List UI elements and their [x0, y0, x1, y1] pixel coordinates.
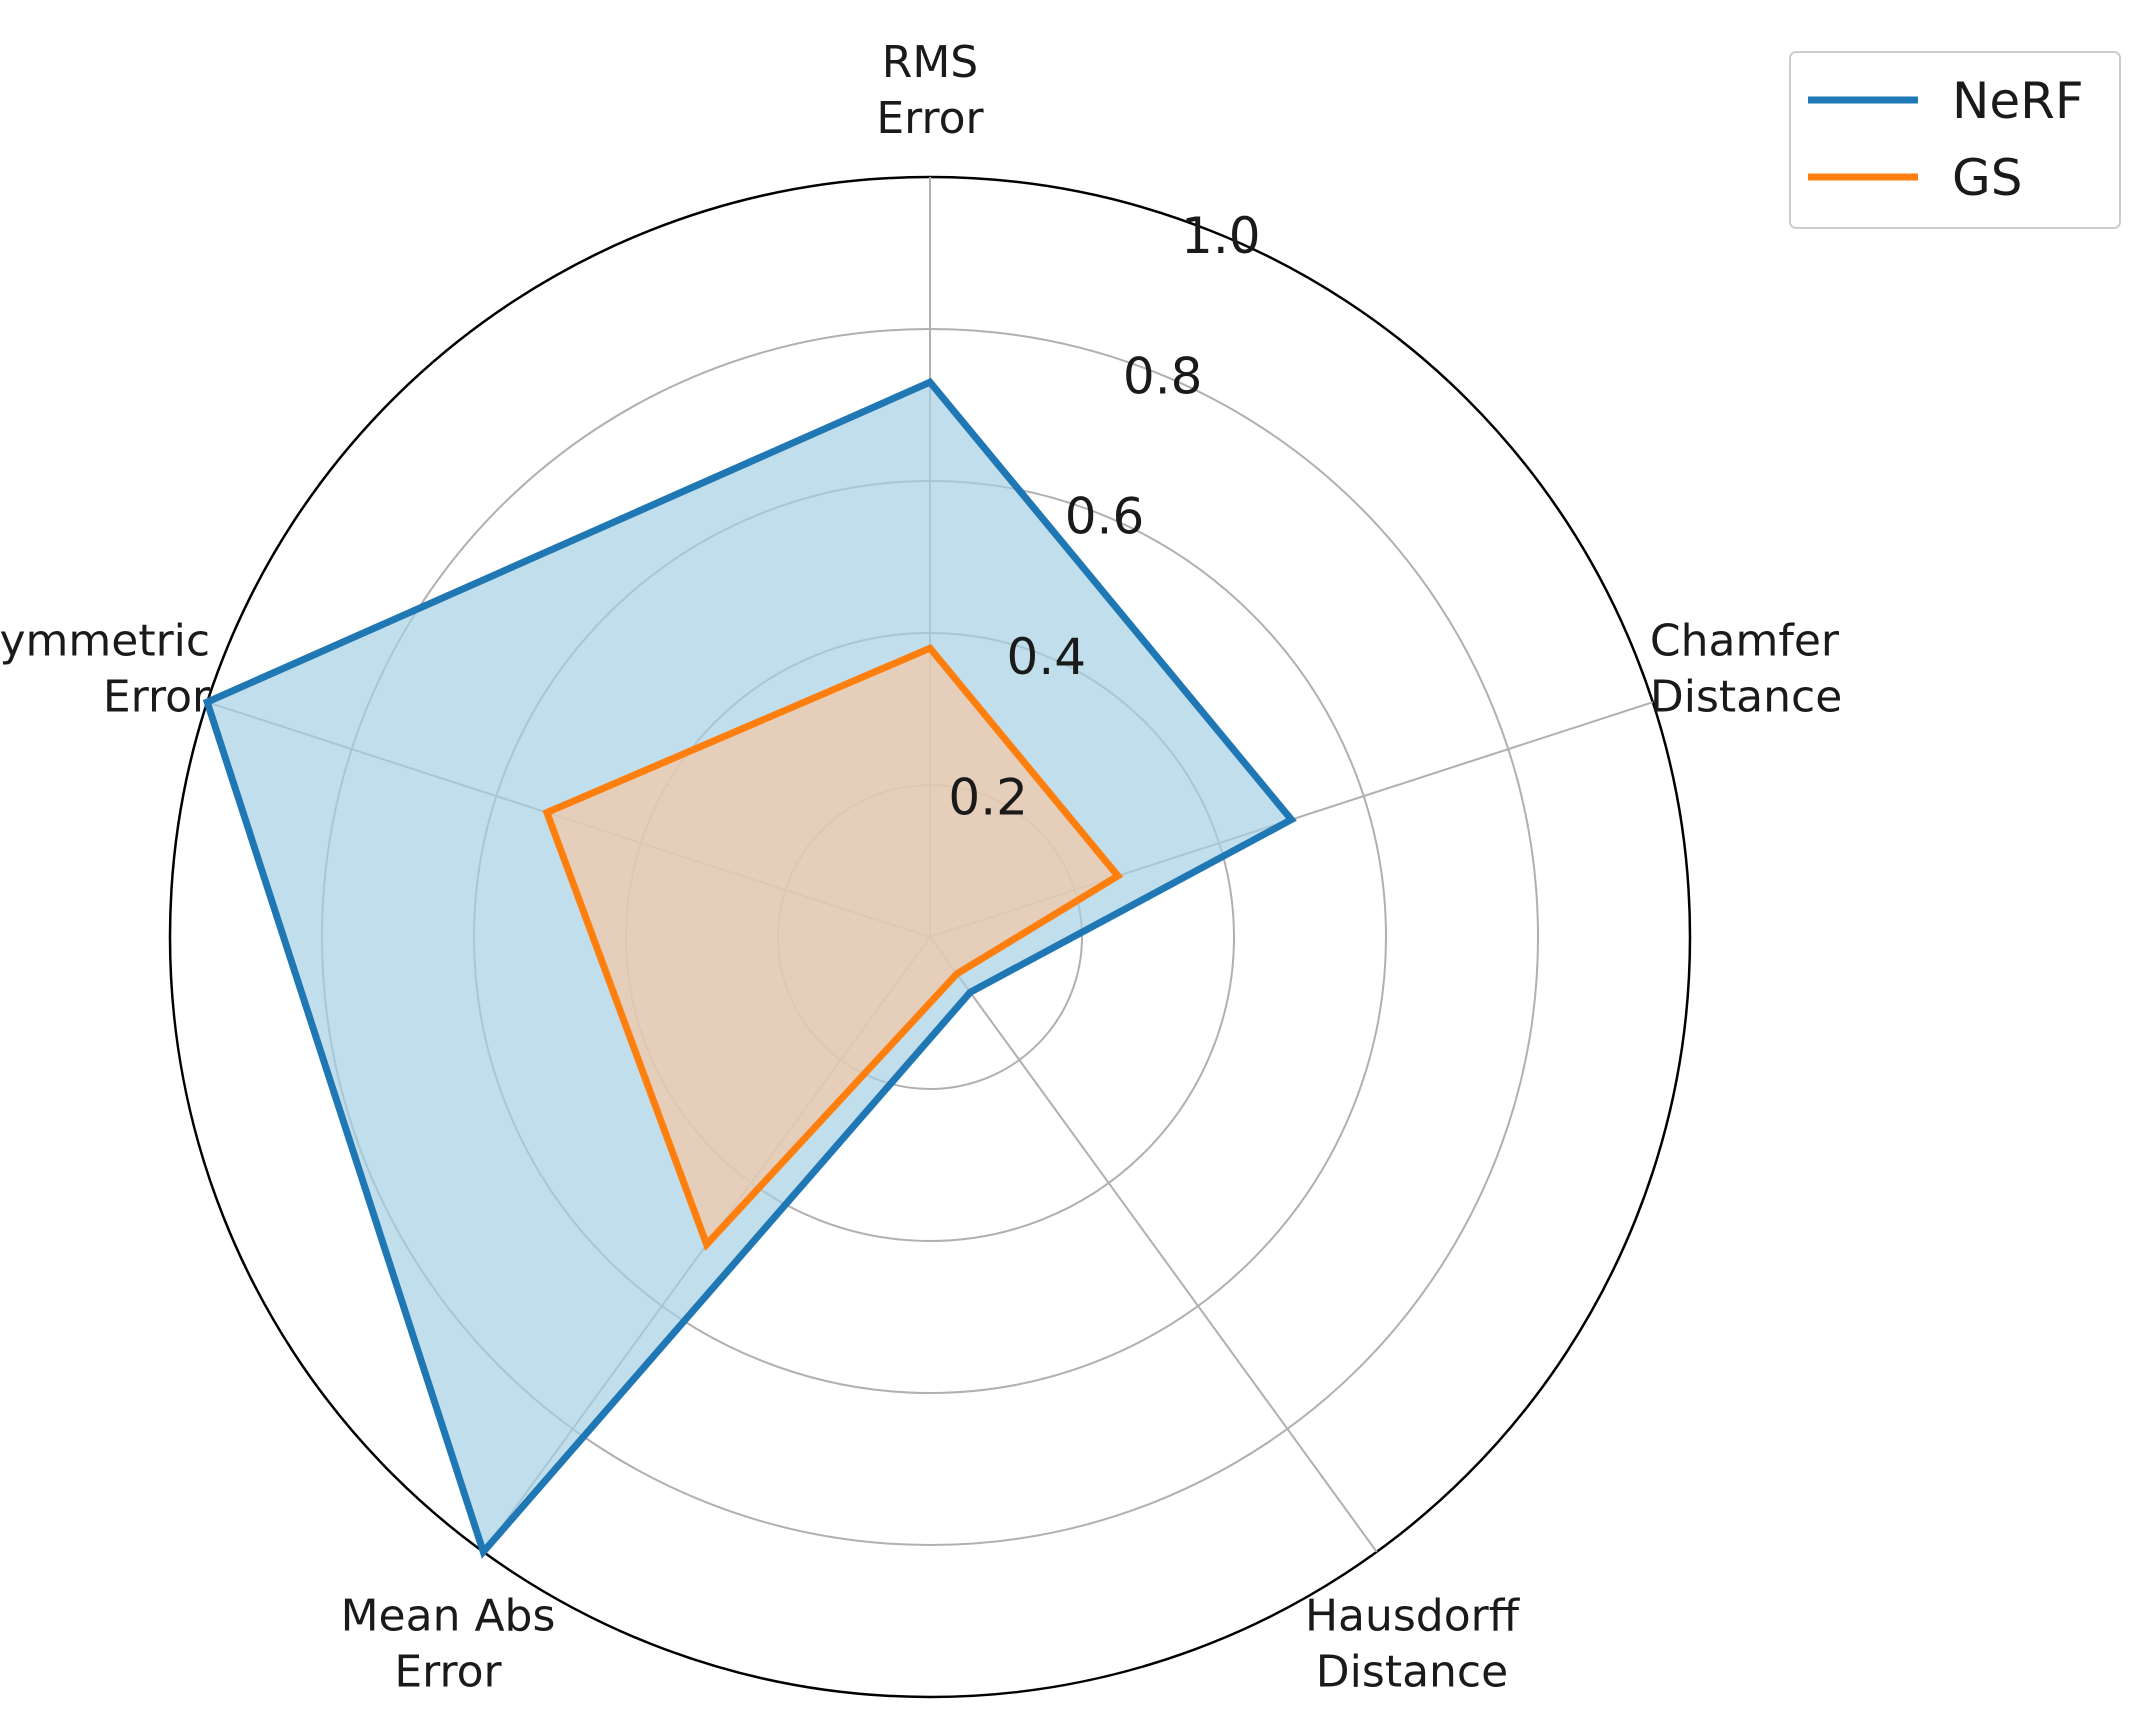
tick-label-layer: 0.2 0.4 0.6 0.8 1.0 — [948, 207, 1260, 827]
radial-tick-label: 0.4 — [1007, 628, 1087, 686]
axis-label-line: Error — [394, 1646, 502, 1697]
axis-label-line: Error — [876, 93, 984, 144]
series-area-gs — [546, 648, 1118, 1245]
axis-label-line: Symmetric — [0, 616, 210, 667]
legend-label-nerf: NeRF — [1952, 72, 2084, 130]
legend: NeRF GS — [1789, 51, 2121, 229]
axis-label-line: Error — [103, 672, 211, 723]
radial-tick-label: 0.8 — [1123, 347, 1203, 405]
series-line-gs — [542, 643, 1124, 1251]
axis-label: Chamfer Distance — [1650, 616, 1842, 723]
series-layer — [202, 377, 1297, 1559]
radial-tick-label: 1.0 — [1181, 207, 1261, 265]
axis-label: RMS Error — [876, 37, 984, 144]
spoke-line — [929, 936, 1378, 1553]
axis-label-line: RMS — [882, 37, 978, 88]
axis-label-line: Distance — [1316, 1646, 1508, 1697]
legend-label-gs: GS — [1952, 149, 2022, 207]
axis-label: Mean Abs Error — [341, 1590, 556, 1697]
axis-label-line: Chamfer — [1650, 616, 1840, 667]
axis-label: SymmetricError — [0, 616, 211, 723]
axis-label: Hausdorff Distance — [1305, 1590, 1521, 1697]
series-line-nerf — [202, 377, 1297, 1559]
radial-tick-label: 0.6 — [1065, 488, 1145, 546]
axis-label-line: Hausdorff — [1305, 1590, 1521, 1641]
axis-label-line: Distance — [1650, 672, 1842, 723]
radial-tick-label: 0.2 — [948, 769, 1028, 827]
legend-box — [1789, 51, 2121, 229]
axis-label-line: Mean Abs — [341, 1590, 556, 1641]
